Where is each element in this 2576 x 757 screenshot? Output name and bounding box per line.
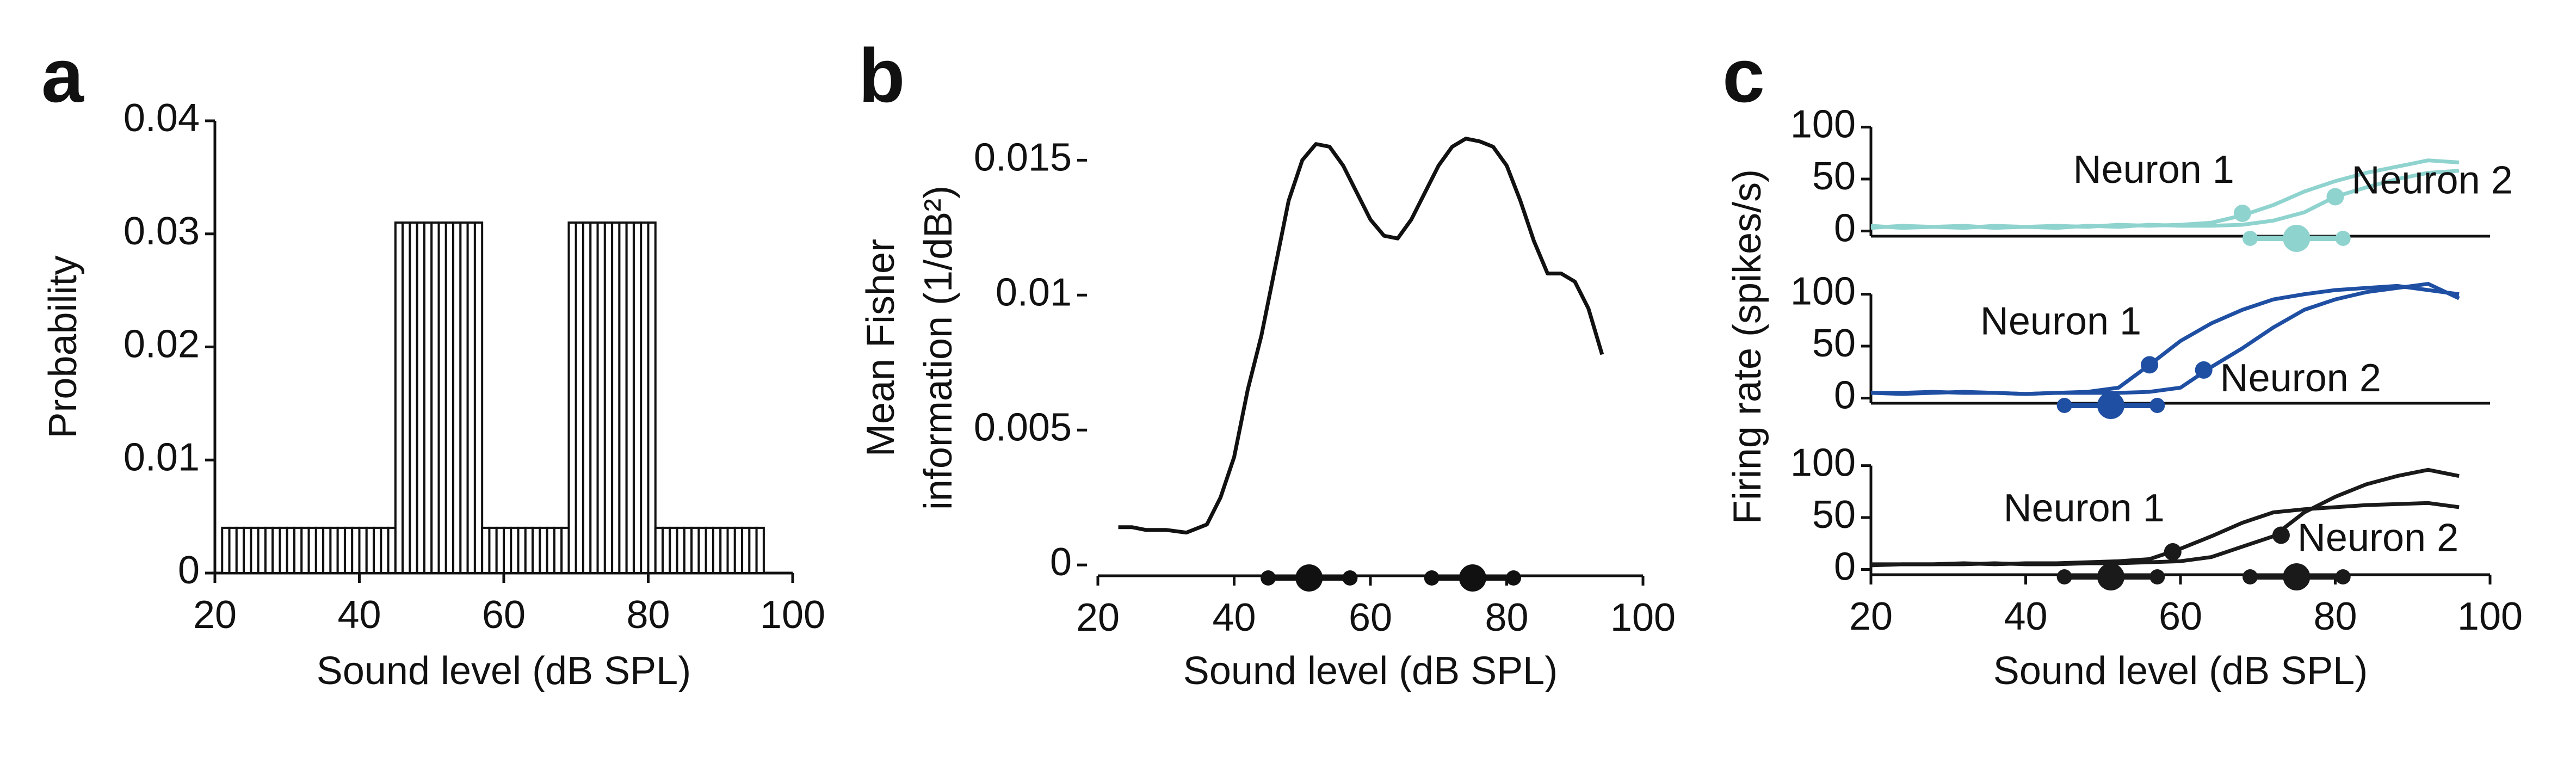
x-tick-label: 40 <box>1212 596 1256 639</box>
line <box>1870 169 2460 230</box>
interval-end <box>1261 570 1276 586</box>
neuron-label: Neuron 1 <box>2004 487 2165 530</box>
y-tick-label: 50 <box>1812 155 1856 198</box>
bar <box>647 221 657 575</box>
neuron-label: Neuron 1 <box>2073 148 2234 192</box>
line <box>1118 137 1604 535</box>
neuron-point <box>2326 188 2344 206</box>
y-tick-label: 100 <box>1790 441 1856 485</box>
interval-end <box>2056 569 2072 584</box>
panel-label: c <box>1722 33 1765 118</box>
neuron-label: Neuron 1 <box>1980 299 2141 343</box>
interval-center <box>2283 563 2311 590</box>
y-tick-label: 0.01 <box>996 270 1072 314</box>
neuron-point <box>2164 543 2182 561</box>
neuron-label: Neuron 2 <box>2220 356 2381 400</box>
line <box>1870 467 2460 568</box>
y-tick-label: 0.005 <box>974 405 1072 449</box>
y-tick-label: 50 <box>1812 322 1856 365</box>
y-tick-label: 0.03 <box>123 210 200 253</box>
y-axis-label: Firing rate (spikes/s) <box>1726 169 1769 524</box>
x-tick-label: 100 <box>760 593 825 637</box>
y-tick-label: 0.04 <box>123 96 200 140</box>
neuron-point <box>2141 356 2159 374</box>
y-tick-label: 0 <box>1834 206 1856 250</box>
x-tick-label: 80 <box>2313 595 2357 638</box>
interval-end <box>2335 569 2351 584</box>
neuron-point <box>2233 205 2251 223</box>
x-tick-label: 100 <box>1610 596 1676 639</box>
neuron-label: Neuron 2 <box>2297 516 2458 559</box>
interval-center <box>2283 225 2311 252</box>
bar <box>473 221 484 575</box>
y-tick-label: 100 <box>1790 103 1856 146</box>
interval-end <box>1506 570 1522 586</box>
interval-end <box>2056 398 2072 413</box>
interval-end <box>2243 569 2258 584</box>
y-tick-label: 100 <box>1790 270 1856 313</box>
interval-end <box>1342 570 1358 586</box>
x-tick-label: 40 <box>2004 595 2047 638</box>
y-tick-label: 0.01 <box>123 435 200 479</box>
x-tick-label: 60 <box>2159 595 2202 638</box>
x-tick-label: 60 <box>482 593 526 637</box>
panel-label: b <box>858 33 905 118</box>
x-tick-label: 60 <box>1349 596 1392 639</box>
interval-center <box>1459 564 1486 592</box>
x-tick-label: 100 <box>2457 595 2523 638</box>
neuron-label: Neuron 2 <box>2352 158 2513 202</box>
interval-center <box>1295 564 1323 592</box>
interval-end <box>2335 231 2351 246</box>
x-tick-label: 40 <box>337 593 381 637</box>
x-tick-label: 80 <box>626 593 670 637</box>
interval-end <box>1424 570 1440 586</box>
neuron-point <box>2272 526 2290 544</box>
bar <box>755 526 765 575</box>
x-axis-label: Sound level (dB SPL) <box>1993 649 2368 693</box>
x-axis-label: Sound level (dB SPL) <box>317 649 691 693</box>
x-tick-label: 20 <box>1076 596 1120 639</box>
x-tick-label: 20 <box>1849 595 1893 638</box>
y-axis-label: Mean Fisher <box>859 239 903 457</box>
interval-center <box>2097 392 2124 419</box>
x-tick-label: 80 <box>1485 596 1528 639</box>
y-tick-label: 0 <box>1050 540 1072 584</box>
y-axis-label: information (1/dB²) <box>917 186 960 510</box>
neuron-point <box>2195 361 2213 379</box>
y-tick-label: 50 <box>1812 493 1856 537</box>
panel-label: a <box>41 33 84 118</box>
interval-center <box>2097 563 2124 590</box>
y-tick-label: 0.015 <box>974 136 1072 179</box>
interval-end <box>2243 231 2258 246</box>
y-axis-label: Probability <box>41 255 85 438</box>
x-axis-label: Sound level (dB SPL) <box>1183 649 1558 693</box>
y-tick-label: 0 <box>1834 545 1856 588</box>
x-tick-label: 20 <box>193 593 237 637</box>
y-tick-label: 0.02 <box>123 323 200 366</box>
interval-end <box>2149 569 2165 584</box>
y-tick-label: 0 <box>1834 373 1856 417</box>
line <box>1870 282 2460 396</box>
interval-end <box>2149 398 2165 413</box>
y-tick-label: 0 <box>178 549 200 592</box>
